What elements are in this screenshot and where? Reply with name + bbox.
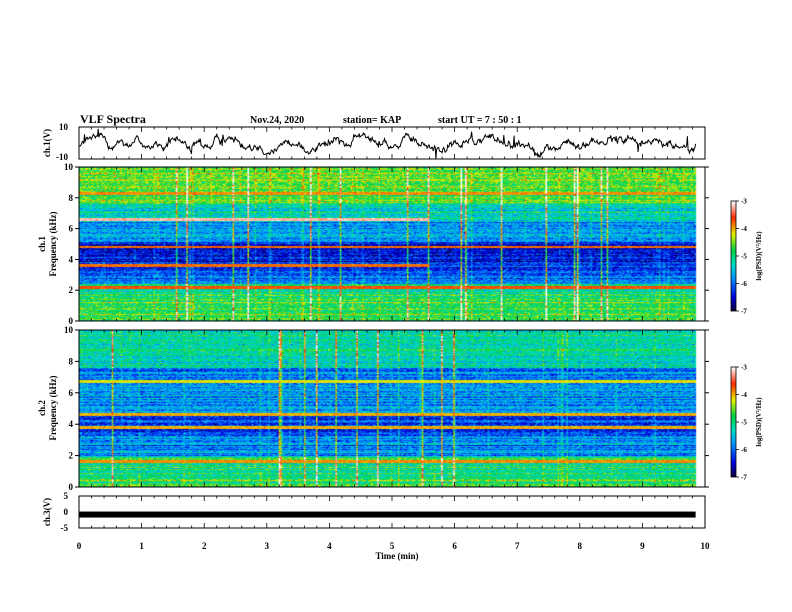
ch2-colorbar-gradient — [731, 367, 736, 477]
xtick-label: 0 — [77, 541, 82, 551]
ch1-colorbar-gradient — [731, 201, 736, 311]
start-time-label: start UT = 7 : 50 : 1 — [438, 115, 522, 126]
ch1-ylabel-frequency: Frequency (kHz) — [48, 211, 58, 276]
ch2-colorbar-label: log(PSD)(V²/Hz) — [755, 397, 763, 447]
ytick-label: 2 — [69, 285, 74, 295]
xtick-label: 2 — [202, 541, 207, 551]
colorbar-tick-label: -5 — [741, 253, 747, 261]
time-axis-labels: 0 1 2 3 4 5 6 7 8 9 10 — [77, 541, 710, 551]
station-label: station= KAP — [343, 115, 401, 126]
ch2-spectrogram-panel: 0 2 4 6 8 10 ch.2 Frequency (kHz) -3 -4 -5 -6 -7 … — [37, 325, 763, 492]
ytick-label: 8 — [69, 193, 74, 203]
colorbar-tick-label: -3 — [741, 198, 747, 206]
xtick-label: 6 — [452, 541, 457, 551]
xtick-label: 9 — [640, 541, 645, 551]
xtick-label: 5 — [390, 541, 395, 551]
time-axis-ticks — [78, 127, 706, 528]
colorbar-tick-label: -4 — [741, 225, 747, 233]
ch1-colorbar: -3 -4 -5 -6 -7 log(PSD)(V²/Hz) — [730, 198, 763, 316]
xtick-label: 10 — [701, 541, 711, 551]
ch3-signal-line — [79, 511, 696, 518]
ytick-label: 10 — [64, 325, 74, 335]
ch1-waveform-ylabel: ch.1(V) — [42, 129, 52, 157]
ytick-label: 10 — [64, 162, 74, 172]
xtick-label: 7 — [515, 541, 520, 551]
ytick-label: 6 — [69, 224, 74, 234]
ch1-spectrogram-image — [79, 167, 705, 321]
ch2-ylabel-channel: ch.2 — [37, 400, 47, 416]
figure-title: VLF Spectra — [80, 112, 146, 126]
xtick-label: 1 — [139, 541, 144, 551]
ch1-ytick-bottom: -10 — [56, 152, 68, 162]
ch3-ytick-middle: 0 — [64, 507, 69, 517]
time-axis-label: Time (min) — [375, 551, 418, 561]
ytick-label: 0 — [69, 316, 74, 326]
ytick-label: 0 — [69, 482, 74, 492]
ytick-label: 4 — [69, 419, 74, 429]
ch3-ytick-top: 5 — [64, 491, 69, 501]
ch1-ytick-top: 10 — [59, 122, 69, 132]
ch1-colorbar-label: log(PSD)(V²/Hz) — [755, 231, 763, 281]
ytick-label: 4 — [69, 254, 74, 264]
ch3-ytick-bottom: -5 — [61, 523, 69, 533]
colorbar-tick-label: -6 — [741, 280, 747, 288]
xtick-label: 8 — [578, 541, 583, 551]
ytick-label: 8 — [69, 356, 74, 366]
ch2-ylabel-frequency: Frequency (kHz) — [48, 375, 58, 440]
ch1-spectrogram-panel: 0 2 4 6 8 10 ch.1 Frequency (kHz) -3 -4 -5 -6 -7 … — [37, 162, 763, 326]
ytick-label: 2 — [69, 451, 74, 461]
colorbar-tick-label: -6 — [741, 446, 747, 454]
colorbar-tick-label: -4 — [741, 391, 747, 399]
ch1-waveform-line — [78, 128, 697, 160]
xtick-label: 4 — [327, 541, 332, 551]
date-label: Nov.24, 2020 — [250, 115, 304, 126]
ch3-signal-ylabel: ch.3(V) — [42, 498, 52, 526]
ch2-colorbar: -3 -4 -5 -6 -7 log(PSD)(V²/Hz) — [730, 364, 763, 482]
colorbar-tick-label: -7 — [741, 474, 747, 482]
ch1-ylabel-channel: ch.1 — [37, 236, 47, 252]
ytick-label: 6 — [69, 388, 74, 398]
colorbar-tick-label: -5 — [741, 419, 747, 427]
ch2-spectrogram-image — [79, 330, 705, 487]
xtick-label: 3 — [265, 541, 270, 551]
colorbar-tick-label: -7 — [741, 308, 747, 316]
colorbar-tick-label: -3 — [741, 364, 747, 372]
